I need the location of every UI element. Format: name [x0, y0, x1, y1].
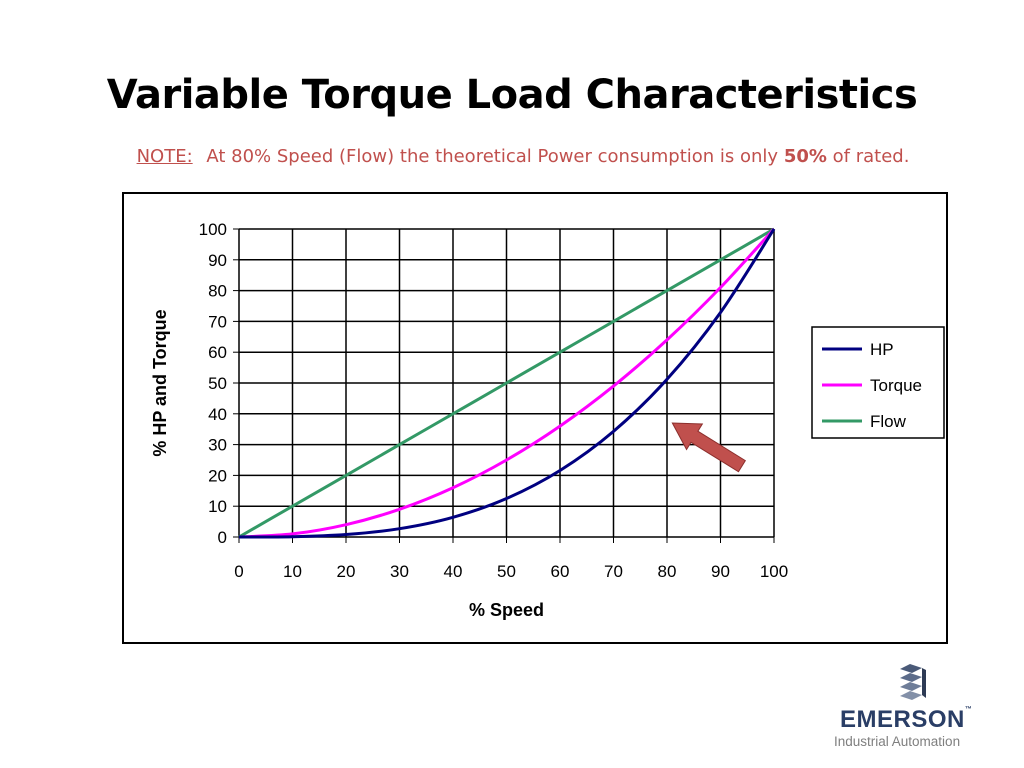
x-tick-label: 50: [497, 562, 516, 581]
note-label: NOTE:: [136, 146, 193, 167]
emerson-stacked-mark-icon: [900, 664, 926, 700]
x-tick-label: 70: [604, 562, 623, 581]
series-line-flow: [238, 227, 775, 539]
x-tick-label: 100: [760, 562, 788, 581]
x-tick-label: 60: [551, 562, 570, 581]
chart-frame: 0 10 20 30 40 50 60 70 80 90 100 0 10 20 30 40 50 60 70 80 9…: [122, 192, 948, 644]
logo-wordmark: EMERSON™: [840, 706, 1000, 734]
emerson-logo: EMERSON™ Industrial Automation: [830, 660, 1000, 755]
y-tick-label: 100: [199, 220, 227, 239]
x-tick-label: 30: [390, 562, 409, 581]
annotation-arrow: [671, 422, 747, 473]
series-line-torque: [238, 227, 776, 539]
y-tick-label: 90: [208, 251, 227, 270]
annotation-arrow-shape: [671, 422, 747, 473]
x-tick-label: 20: [337, 562, 356, 581]
y-tick-label: 80: [208, 282, 227, 301]
logo-name: EMERSON: [840, 706, 965, 733]
x-tick-label: 80: [658, 562, 677, 581]
y-tick-label: 40: [208, 405, 227, 424]
note-bold-value: 50%: [783, 146, 827, 167]
note-text-before: At 80% Speed (Flow) the theoretical Powe…: [206, 146, 779, 167]
y-tick-label: 10: [208, 497, 227, 516]
legend-label-torque: Torque: [870, 376, 922, 395]
note-text-after: of rated.: [832, 146, 910, 167]
legend-label-hp: HP: [870, 340, 894, 359]
x-tick-label: 10: [283, 562, 302, 581]
chart-svg: 0 10 20 30 40 50 60 70 80 90 100 0 10 20 30 40 50 60 70 80 9…: [150, 220, 945, 620]
y-axis-label: % HP and Torque: [150, 309, 170, 456]
logo-subtitle: Industrial Automation: [834, 734, 961, 749]
y-tick-label: 50: [208, 374, 227, 393]
note-line: NOTE: At 80% Speed (Flow) the theoretica…: [0, 146, 1024, 167]
series-line-hp: [238, 228, 776, 539]
slide-title: Variable Torque Load Characteristics: [106, 72, 918, 118]
x-tick-label: 40: [444, 562, 463, 581]
legend-label-flow: Flow: [870, 412, 907, 431]
x-axis-label: % Speed: [469, 600, 544, 620]
y-tick-label: 60: [208, 343, 227, 362]
logo-trademark: ™: [964, 706, 973, 713]
y-tick-label: 0: [218, 528, 227, 547]
x-tick-label: 0: [234, 562, 243, 581]
x-tick-label: 90: [711, 562, 730, 581]
y-tick-label: 30: [208, 436, 227, 455]
y-tick-label: 70: [208, 312, 227, 331]
y-tick-label: 20: [208, 466, 227, 485]
